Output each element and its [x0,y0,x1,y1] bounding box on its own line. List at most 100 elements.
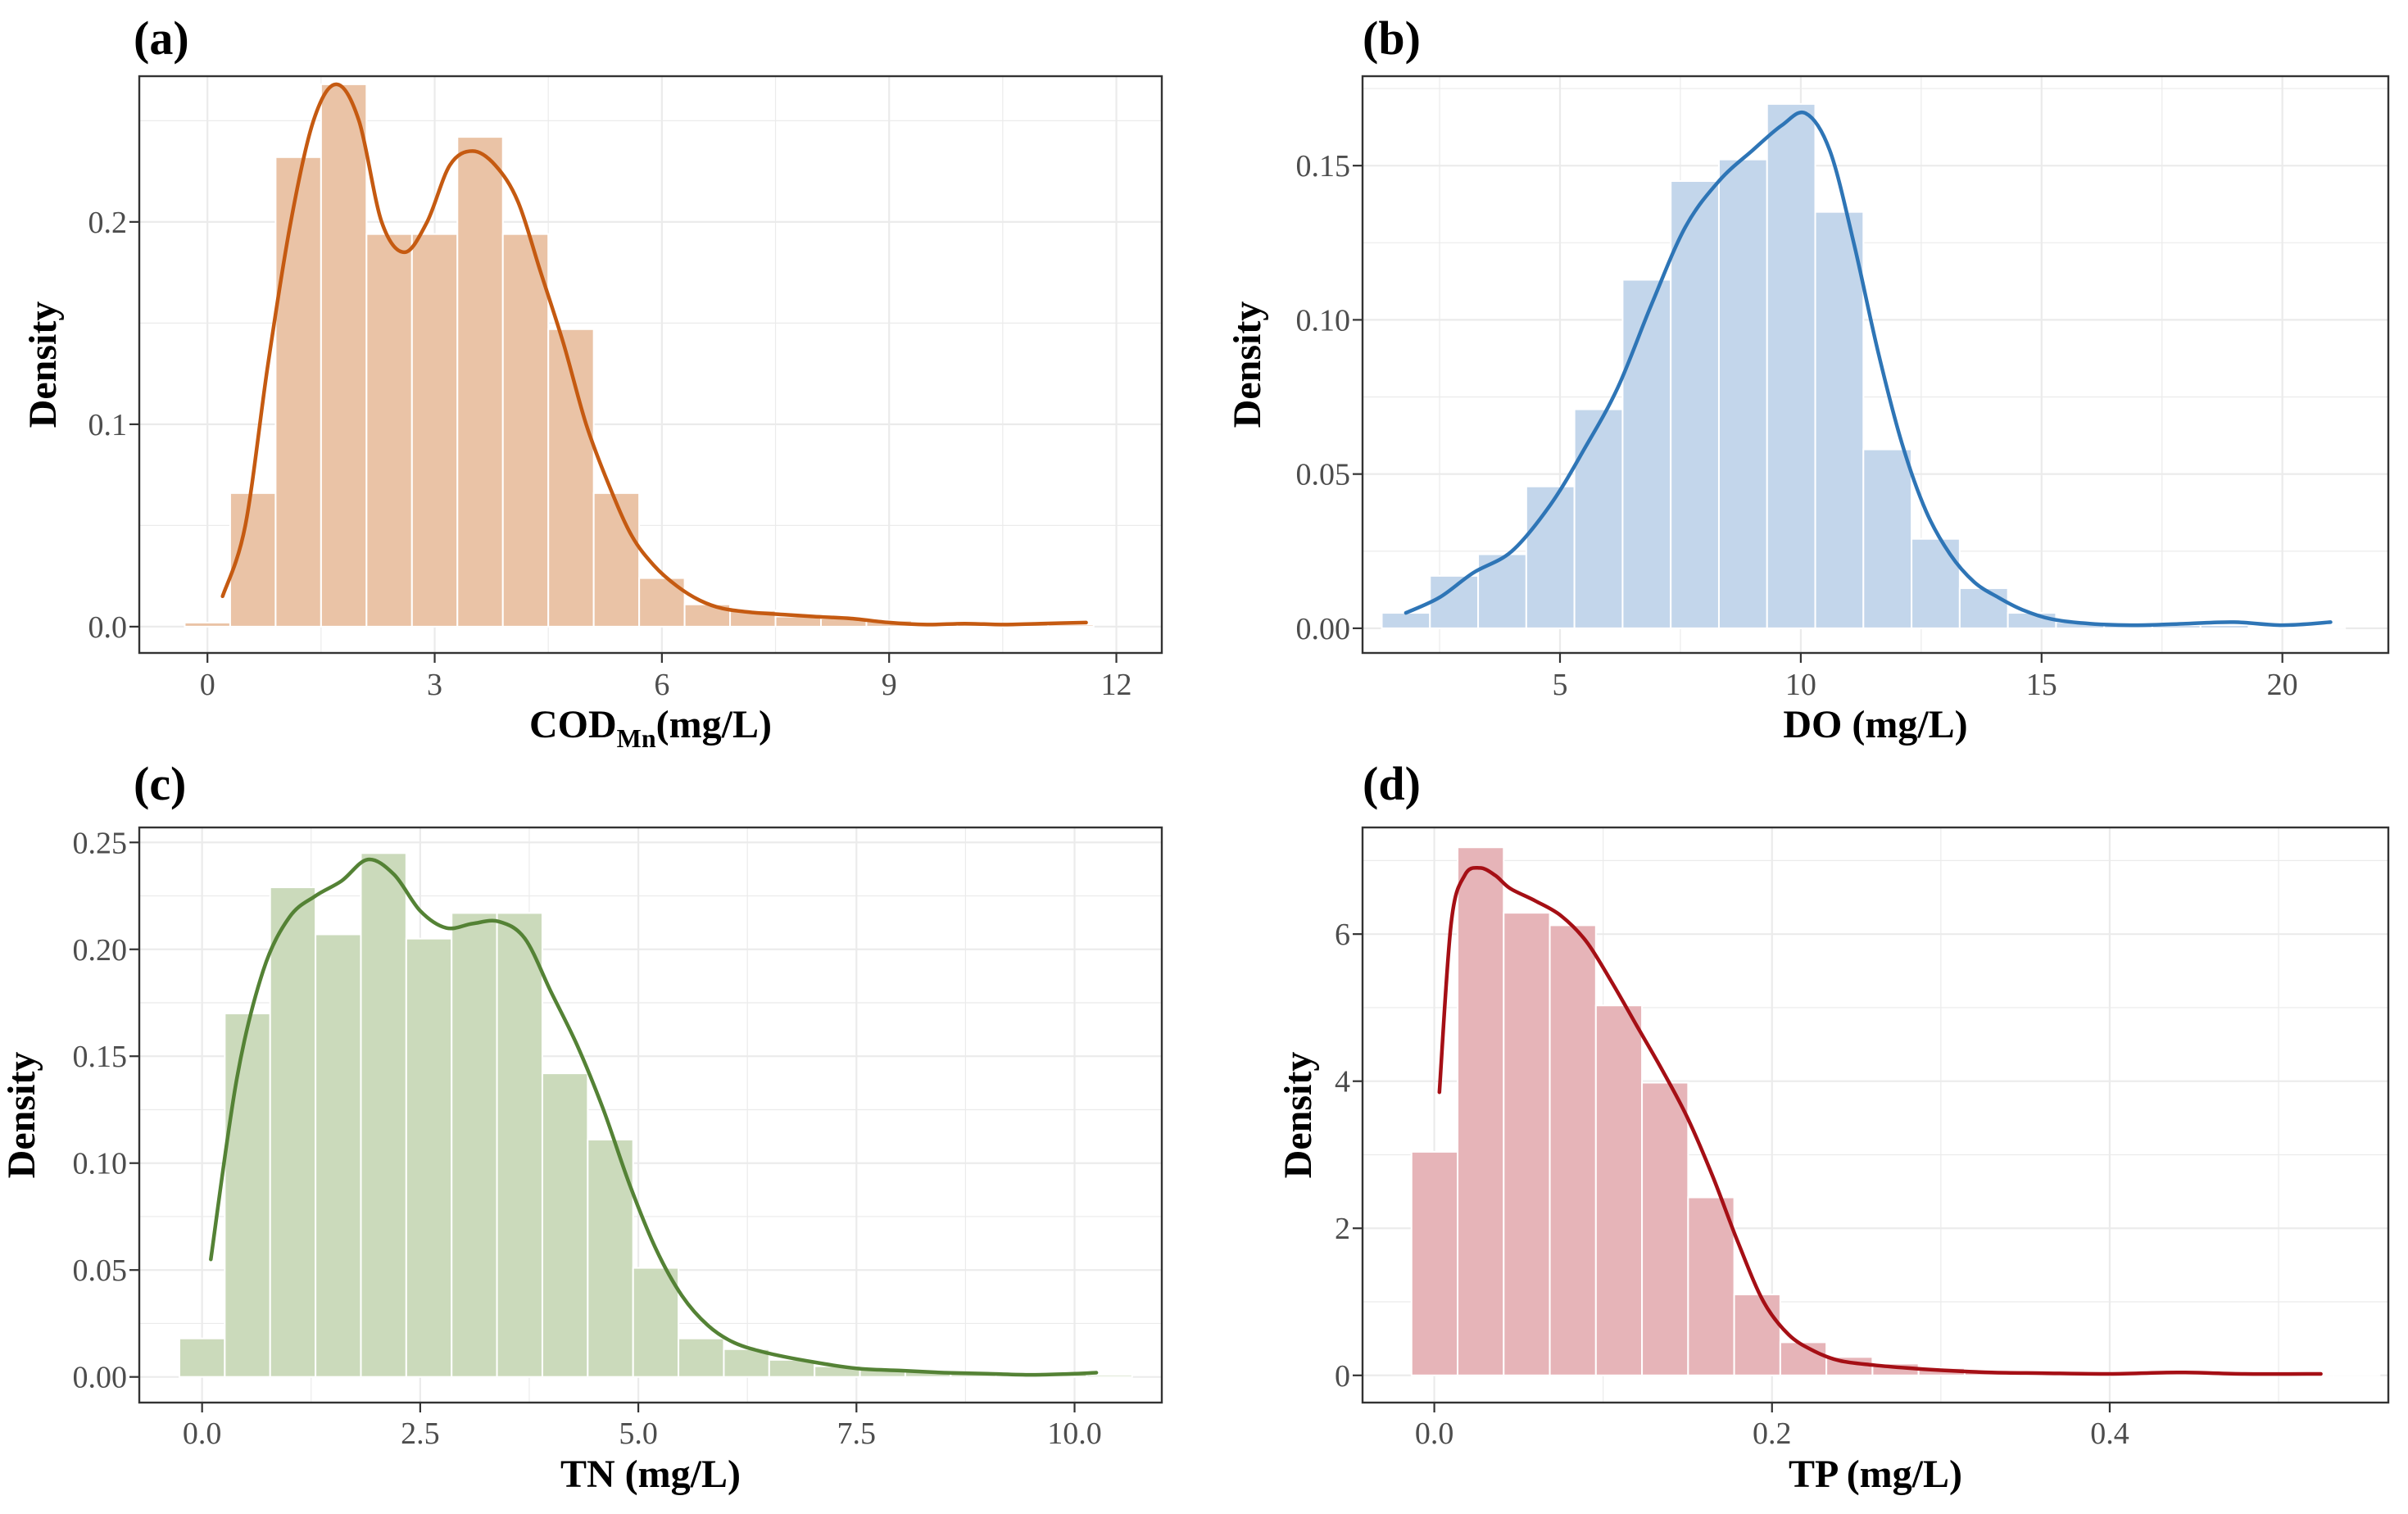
histogram-bar [224,1013,271,1378]
histogram-bar [1429,574,1480,629]
histogram-bar [405,937,453,1378]
histogram-bar [184,621,231,628]
histogram-bar [2247,626,2298,629]
histogram-bar [410,233,459,628]
x-tick-label: 5 [1552,668,1567,702]
y-axis-title: Density [1226,301,1269,428]
y-axis-title: Density [0,1052,43,1179]
histogram-bar [2296,626,2347,629]
panel-label: (b) [1363,11,1421,65]
x-tick-label: 0 [200,668,215,702]
histogram-bar [1717,158,1768,629]
histogram-bar [1549,924,1597,1376]
y-tick-label: 0.10 [1296,303,1351,338]
x-tick-label: 15 [2026,668,2057,702]
density-curve [1404,110,2333,628]
y-tick-label: 0.05 [1296,458,1351,492]
y-tick-label: 4 [1335,1065,1350,1099]
y-tick-label: 0.2 [88,206,128,240]
histogram-bar [178,1337,226,1378]
chart-panel: 0.0 0.2 0.4 0 2 4 6 (d) TP (mg/L) Density [1277,757,2390,1496]
y-tick-label: 2 [1335,1212,1350,1246]
x-tick-label: 2.5 [401,1417,440,1451]
plot-border [1361,75,2390,655]
y-tick-label: 0.10 [73,1147,128,1181]
x-axis-title: DO (mg/L) [1783,703,1967,746]
histogram-bar [638,577,686,628]
histogram-bar [320,83,368,628]
histogram-bar [2199,624,2250,629]
histogram-bar [1911,537,1961,629]
x-tick-label: 9 [882,668,897,702]
histogram-bar [1670,180,1720,629]
x-tick-label: 10 [1785,668,1816,702]
histogram-bar [1410,1150,1459,1376]
y-tick-label: 0.05 [73,1253,128,1288]
chart-panel: 0 3 6 9 12 0.0 0.1 0.2 (a) CODMn(mg/L) Density [21,11,1163,753]
x-axis-title: TP (mg/L) [1789,1453,1962,1496]
histogram-bar [269,886,317,1378]
chart-panel: 5 10 15 20 0.00 0.05 0.10 0.15 (b) DO (mg/L) Densi… [1226,11,2390,746]
x-tick-label: 0.0 [1415,1417,1454,1451]
y-tick-label: 0.00 [1296,612,1351,646]
x-tick-label: 5.0 [619,1417,658,1451]
panel-label: (d) [1363,757,1421,810]
histogram-bar [2333,1373,2381,1376]
histogram-bar [1381,612,1431,629]
histogram-bar [315,933,362,1378]
y-axis-title: Density [1277,1052,1320,1179]
histogram-bar [1086,1374,1133,1378]
histogram-bar [1641,1081,1689,1376]
histogram-bar [1814,211,1865,629]
x-tick-label: 0.4 [2090,1417,2129,1451]
y-tick-label: 6 [1335,918,1350,952]
y-tick-label: 0.15 [73,1040,128,1074]
x-tick-label: 0.2 [1753,1417,1792,1451]
histogram-bar [1573,408,1624,629]
histogram-bar [1457,846,1505,1376]
histogram-bar [541,1072,589,1378]
plot-border [138,75,1163,655]
histogram-bar [365,233,413,628]
density-curve [220,82,1088,627]
histogram-bar [1766,102,1816,629]
x-tick-label: 12 [1101,668,1132,702]
x-axis-title: CODMn(mg/L) [529,703,772,753]
histogram-bar [451,912,498,1378]
y-tick-label: 0.20 [73,933,128,968]
histogram-bar [1621,279,1672,629]
histogram-bar [274,156,322,628]
panel-label: (c) [134,757,186,810]
histogram-bar [632,1267,680,1378]
histogram-bar [1594,1004,1644,1376]
histogram-bar [587,1139,634,1378]
histogram-bar [547,328,595,628]
histogram-bar [1862,448,1913,629]
histogram-bar [1958,587,2009,629]
plot-border [1361,826,2390,1404]
x-tick-label: 7.5 [837,1417,877,1451]
y-tick-label: 0.00 [73,1361,128,1395]
y-tick-label: 0.15 [1296,149,1351,184]
histogram-bar [1733,1294,1781,1376]
y-tick-label: 0 [1335,1359,1350,1394]
y-axis-title: Density [21,301,65,428]
histogram-bar [592,492,641,628]
x-axis-title: TN (mg/L) [560,1453,741,1496]
plot-border [138,826,1163,1404]
panel-label: (a) [134,11,189,65]
histogram-bar [1503,912,1551,1376]
y-tick-label: 0.1 [88,408,128,442]
histogram-bar [1687,1196,1735,1376]
histogram-bar [456,136,504,628]
y-tick-label: 0.25 [73,826,128,860]
x-tick-label: 6 [654,668,669,702]
histogram-bar [496,912,543,1378]
x-tick-label: 3 [427,668,442,702]
x-tick-label: 20 [2267,668,2298,702]
histogram-bar [501,233,550,628]
density-curve [1437,865,2323,1376]
chart-panel: 0.0 2.5 5.0 7.5 10.0 0.00 0.05 0.10 0.15 0.20 0.25… [0,757,1163,1496]
x-tick-label: 10.0 [1047,1417,1102,1451]
